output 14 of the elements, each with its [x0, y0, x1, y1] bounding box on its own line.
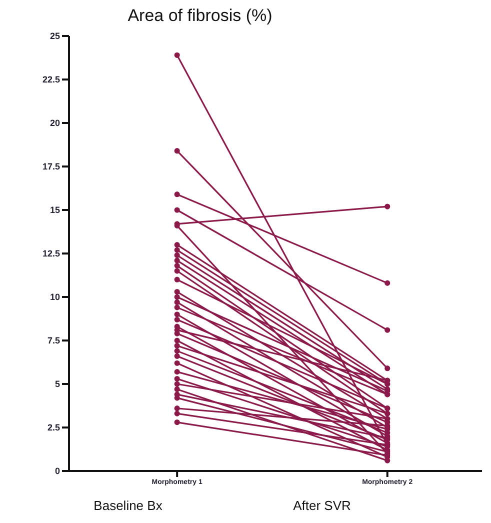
text: Baseline Bx — [92, 498, 164, 513]
y-tick-label: 20 — [50, 118, 60, 128]
y-tick-label: 7.5 — [47, 336, 60, 346]
y-tick-label: 5 — [54, 379, 60, 390]
y-tick-label: 22.5 — [42, 74, 60, 85]
y-tick-label: 2.5 — [47, 422, 60, 433]
y-tick-label: 15 — [50, 205, 60, 216]
y-tick-label: 0 — [54, 466, 60, 476]
text: After SVR — [292, 498, 352, 513]
chart-title: Area of fibrosis (%) — [126, 6, 274, 26]
y-tick-label: 17.5 — [42, 162, 60, 172]
y-tick-label: 10 — [50, 292, 60, 302]
y-tick-label: 25 — [50, 31, 60, 42]
y-tick-label: 12.5 — [42, 248, 60, 259]
